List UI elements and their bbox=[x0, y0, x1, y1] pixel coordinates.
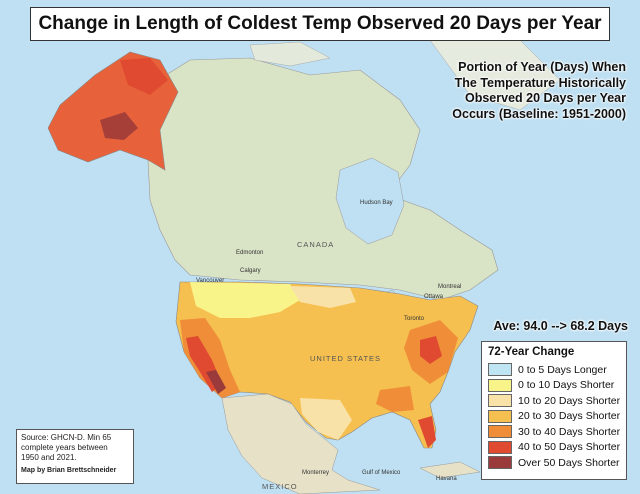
map-credit: Map by Brian Brettschneider bbox=[21, 467, 117, 474]
average-label: Ave: 94.0 --> 68.2 Days bbox=[493, 319, 628, 333]
legend-swatch bbox=[488, 456, 512, 470]
subtitle-line-4: Occurs (Baseline: 1951-2000) bbox=[452, 106, 626, 121]
label-gulf: Gulf of Mexico bbox=[362, 470, 401, 476]
legend: 72-Year Change 0 to 5 Days Longer 0 to 1… bbox=[481, 341, 627, 480]
us-north-plains bbox=[290, 286, 356, 308]
subtitle-line-1: Portion of Year (Days) When bbox=[458, 60, 626, 74]
arctic-islands bbox=[249, 41, 331, 67]
legend-swatch bbox=[488, 440, 512, 454]
label-edmonton: Edmonton bbox=[236, 250, 264, 256]
us-texas-band bbox=[300, 398, 352, 440]
legend-item: 20 to 30 Days Shorter bbox=[488, 409, 620, 425]
source-line-3: 1950 and 2021. bbox=[21, 453, 77, 462]
alaska-hotspot bbox=[100, 112, 138, 140]
map-subtitle: Portion of Year (Days) When The Temperat… bbox=[416, 60, 626, 122]
label-calgary: Calgary bbox=[240, 268, 261, 274]
legend-title: 72-Year Change bbox=[488, 346, 575, 358]
legend-swatch bbox=[488, 394, 512, 408]
label-mexico: MEXICO bbox=[262, 482, 298, 491]
legend-label: 30 to 40 Days Shorter bbox=[518, 425, 621, 438]
us-northern-band bbox=[190, 282, 300, 318]
legend-label: 40 to 50 Days Shorter bbox=[518, 441, 621, 454]
alaska-north-slope bbox=[120, 58, 168, 95]
mexico-landmass bbox=[221, 393, 381, 494]
cuba bbox=[419, 461, 481, 479]
us-east-core bbox=[420, 336, 442, 364]
label-canada: CANADA bbox=[297, 240, 335, 249]
source-line-1: Source: GHCN-D. Min 65 bbox=[21, 433, 112, 442]
label-toronto: Toronto bbox=[404, 316, 425, 322]
label-montreal: Montreal bbox=[438, 284, 462, 290]
source-line-2: complete years between bbox=[21, 443, 108, 452]
legend-label: 20 to 30 Days Shorter bbox=[518, 410, 621, 423]
legend-swatch bbox=[488, 378, 512, 392]
legend-item: Over 50 Days Shorter bbox=[488, 455, 620, 471]
legend-item: 0 to 10 Days Shorter bbox=[488, 378, 620, 394]
us-southeast-band bbox=[376, 386, 414, 412]
canada-landmass bbox=[147, 57, 499, 301]
legend-item: 10 to 20 Days Shorter bbox=[488, 393, 620, 409]
us-midwest-band bbox=[330, 318, 392, 352]
us-florida-heat bbox=[418, 416, 436, 448]
label-havana: Havana bbox=[436, 476, 457, 482]
legend-swatch bbox=[488, 363, 512, 377]
subtitle-line-2: The Temperature Historically bbox=[454, 75, 626, 90]
legend-label: Over 50 Days Shorter bbox=[518, 456, 620, 469]
label-monterrey: Monterrey bbox=[302, 470, 330, 476]
map-title: Change in Length of Coldest Temp Observe… bbox=[30, 7, 610, 41]
legend-item: 0 to 5 Days Longer bbox=[488, 362, 620, 378]
us-california-core bbox=[206, 370, 226, 394]
legend-item: 30 to 40 Days Shorter bbox=[488, 424, 620, 440]
legend-label: 0 to 5 Days Longer bbox=[518, 363, 607, 376]
legend-swatch bbox=[488, 409, 512, 423]
source-box: Source: GHCN-D. Min 65 complete years be… bbox=[16, 429, 134, 484]
label-hudson-bay: Hudson Bay bbox=[360, 200, 393, 206]
subtitle-line-3: Observed 20 Days per Year bbox=[465, 91, 626, 105]
label-vancouver: Vancouver bbox=[196, 278, 225, 284]
label-united-states: UNITED STATES bbox=[310, 354, 382, 363]
legend-label: 10 to 20 Days Shorter bbox=[518, 394, 621, 407]
label-ottawa: Ottawa bbox=[424, 294, 444, 300]
hudson-bay bbox=[335, 157, 405, 245]
legend-item: 40 to 50 Days Shorter bbox=[488, 440, 620, 456]
legend-swatch bbox=[488, 425, 512, 439]
legend-label: 0 to 10 Days Shorter bbox=[518, 379, 615, 392]
